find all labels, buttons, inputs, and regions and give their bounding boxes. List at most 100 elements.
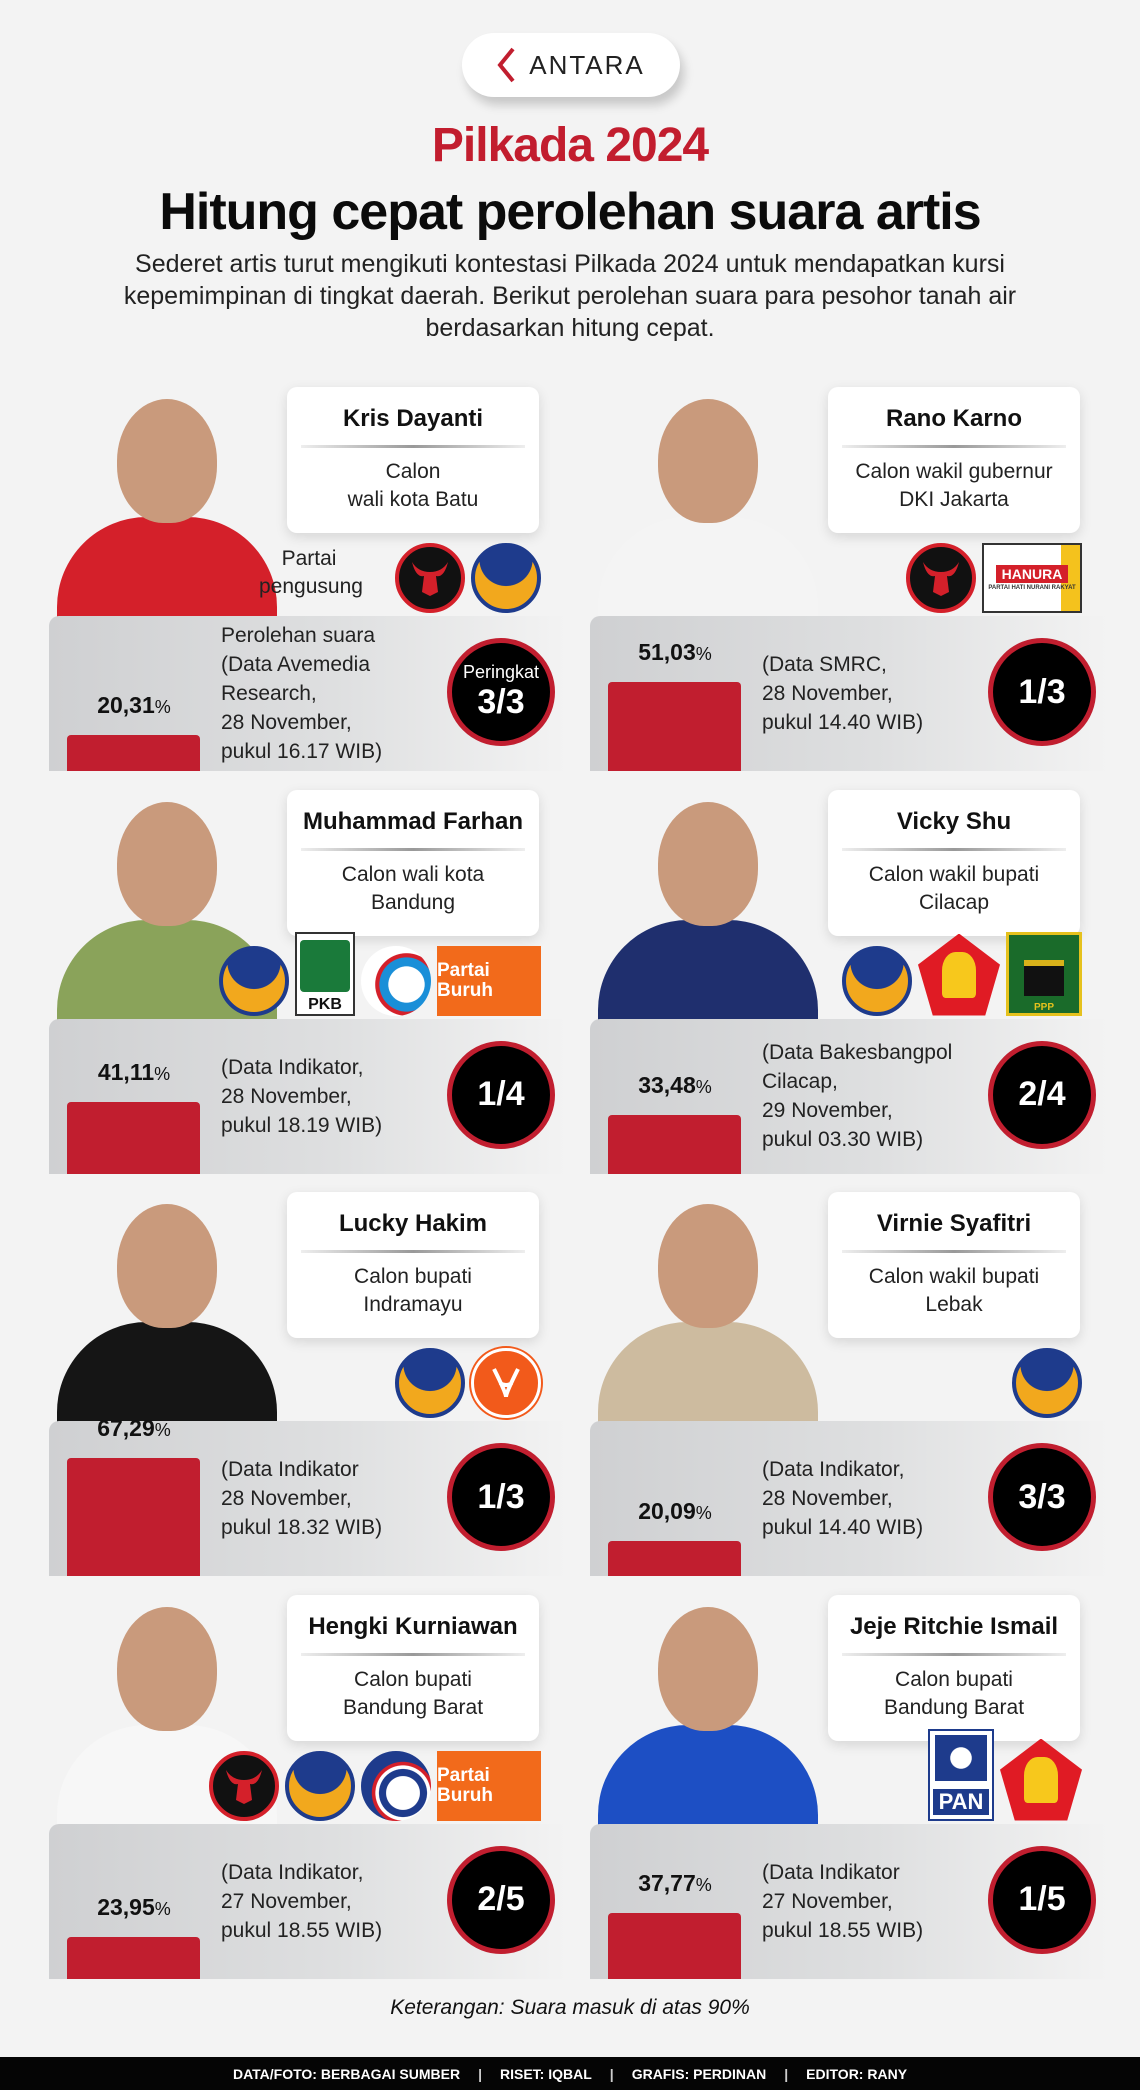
vote-percent: 51,03% [638, 639, 712, 665]
source-line: Research, [221, 682, 317, 705]
source-line: (Data SMRC, [762, 653, 887, 676]
result-panel: 33,48% (Data Bakesbangpol Cilacap, 29 Novem… [590, 1018, 1108, 1174]
party-logo-pdip [395, 543, 465, 613]
rank-value: 1/4 [477, 1075, 525, 1113]
party-logos: PPP [842, 931, 1082, 1016]
role-line: DKI Jakarta [899, 488, 1009, 511]
role-line: Calon wali kota [341, 862, 485, 886]
candidate-photo [49, 780, 289, 1020]
vote-percent: 41,11% [97, 1058, 171, 1085]
source-line: (Data Indikator, [221, 1055, 364, 1079]
source-line: 29 November, [762, 1099, 893, 1122]
party-logo-nasdem [395, 1348, 465, 1418]
party-logo-pdip [906, 543, 976, 613]
party-logo-nasdem [842, 945, 912, 1016]
vote-percent: 20,31% [97, 692, 171, 718]
antara-logo: ANTARA [462, 33, 680, 97]
credit-research: RISET: IQBAL [499, 2065, 592, 2082]
vote-bar [67, 1101, 200, 1174]
role-line: Lebak [925, 1293, 983, 1316]
candidate-info-box: Lucky Hakim Calon bupati Indramayu [287, 1192, 539, 1338]
rank-value: 3/3 [1018, 1477, 1066, 1516]
source-line: 27 November, [762, 1889, 893, 1913]
rank-badge: 1/3 [447, 1443, 555, 1551]
vote-percent: 20,09% [638, 1498, 712, 1524]
source-line: pukul 18.19 WIB) [221, 1113, 383, 1137]
party-logo-nasdem [219, 945, 289, 1016]
source-line: 28 November, [221, 711, 352, 734]
candidate-photo [49, 1182, 289, 1422]
credit-data: DATA/FOTO: BERBAGAI SUMBER [232, 2065, 461, 2082]
candidate-photo [590, 377, 830, 617]
candidate-name: Kris Dayanti [342, 405, 484, 432]
candidate-role: Calon bupati Bandung Barat [287, 1666, 539, 1722]
source-line: pukul 14.40 WIB) [762, 711, 924, 734]
candidate-name: Jeje Ritchie Ismail [849, 1612, 1059, 1640]
vote-bar [67, 1936, 200, 1979]
candidate-name: Virnie Syafitri [876, 1210, 1032, 1237]
rank-value: 2/4 [1018, 1075, 1066, 1113]
data-source: (Data Bakesbangpol Cilacap, 29 November, pu… [762, 1019, 1002, 1174]
vote-percent: 67,29% [97, 1415, 171, 1441]
rank-badge: 2/5 [447, 1845, 555, 1954]
rank-value: 1/5 [1018, 1880, 1066, 1918]
candidate-info-box: Muhammad Farhan Calon wali kota Bandung [287, 789, 539, 936]
party-logo-ppp: PPP [1006, 931, 1082, 1016]
candidate-info-box: Virnie Syafitri Calon wakil bupati Lebak [828, 1192, 1080, 1338]
role-line: Bandung Barat [342, 1695, 484, 1719]
role-line: Bandung Barat [883, 1695, 1025, 1719]
candidate-info-box: Rano Karno Calon wakil gubernur DKI Jakart… [828, 387, 1080, 533]
vote-bar [608, 1541, 741, 1576]
party-logos: PKB Partai Buruh [219, 931, 541, 1016]
candidate-role: Calon wali kota Batu [287, 458, 539, 514]
source-line: pukul 18.55 WIB) [221, 1918, 383, 1942]
vote-bar [608, 682, 741, 771]
rank-badge: 3/3 [988, 1443, 1096, 1551]
party-label: Partai pengusung [259, 547, 363, 598]
party-logo-hanura: HANURA PARTAI HATI NURANI RAKYAT [982, 543, 1082, 613]
title-red: Pilkada 2024 [431, 119, 709, 172]
party-logo-pdip [209, 1750, 279, 1821]
credits-footer: DATA/FOTO: BERBAGAI SUMBER | RISET: IQBAL… [0, 2057, 1140, 2090]
credit-graphics: GRAFIS: PERDINAN [631, 2065, 767, 2082]
vote-percent: 33,48% [638, 1071, 712, 1098]
role-line: Bandung [370, 890, 456, 914]
candidate-card: Lucky Hakim Calon bupati Indramayu 67,29% (D… [49, 1192, 569, 1582]
vote-percent: 37,77% [638, 1869, 712, 1896]
candidate-name: Muhammad Farhan [302, 807, 524, 835]
role-line: Cilacap [918, 890, 990, 914]
antara-mark-icon [497, 47, 515, 83]
party-logo-pks [471, 1348, 541, 1418]
source-line: pukul 16.17 WIB) [221, 740, 383, 763]
candidate-name: Vicky Shu [896, 807, 1012, 835]
result-panel: 51,03% (Data SMRC, 28 November, pukul 14.40… [590, 616, 1108, 771]
source-line: pukul 18.32 WIB) [221, 1516, 383, 1539]
party-logo-pan: PAN [928, 1728, 994, 1821]
vote-bar [67, 735, 200, 771]
source-line: 28 November, [762, 682, 893, 705]
candidate-role: Calon bupati Indramayu [287, 1263, 539, 1319]
source-line: (Data Indikator [762, 1860, 900, 1884]
vote-percent: 23,95% [97, 1893, 171, 1920]
source-line: pukul 18.55 WIB) [762, 1918, 924, 1942]
candidate-card: Vicky Shu Calon wakil bupati Cilacap PPP 33,… [590, 789, 1110, 1180]
source-line: (Data Bakesbangpol [762, 1041, 953, 1064]
candidate-card: Kris Dayanti Calon wali kota Batu Partai pe… [49, 387, 569, 777]
rank-value: 2/5 [477, 1880, 525, 1918]
percent-value: 41,11 [97, 1058, 155, 1085]
vote-bar [608, 1114, 741, 1174]
candidate-role: Calon bupati Bandung Barat [828, 1666, 1080, 1722]
candidate-name: Lucky Hakim [338, 1210, 488, 1237]
role-line: wali kota Batu [347, 488, 479, 511]
candidate-photo [590, 1182, 830, 1422]
party-logo-nasdem [285, 1750, 355, 1821]
divider: | [478, 2065, 482, 2082]
rank-badge: 1/3 [988, 638, 1096, 746]
divider [301, 847, 525, 851]
data-source: (Data Indikator, 28 November, pukul 18.19 … [221, 1019, 461, 1174]
role-line: Indramayu [363, 1293, 463, 1316]
party-logo-perindo [361, 1750, 431, 1821]
party-logo-buruh: Partai Buruh [437, 1750, 541, 1821]
candidate-name: Rano Karno [885, 405, 1022, 432]
candidate-photo [49, 377, 289, 617]
